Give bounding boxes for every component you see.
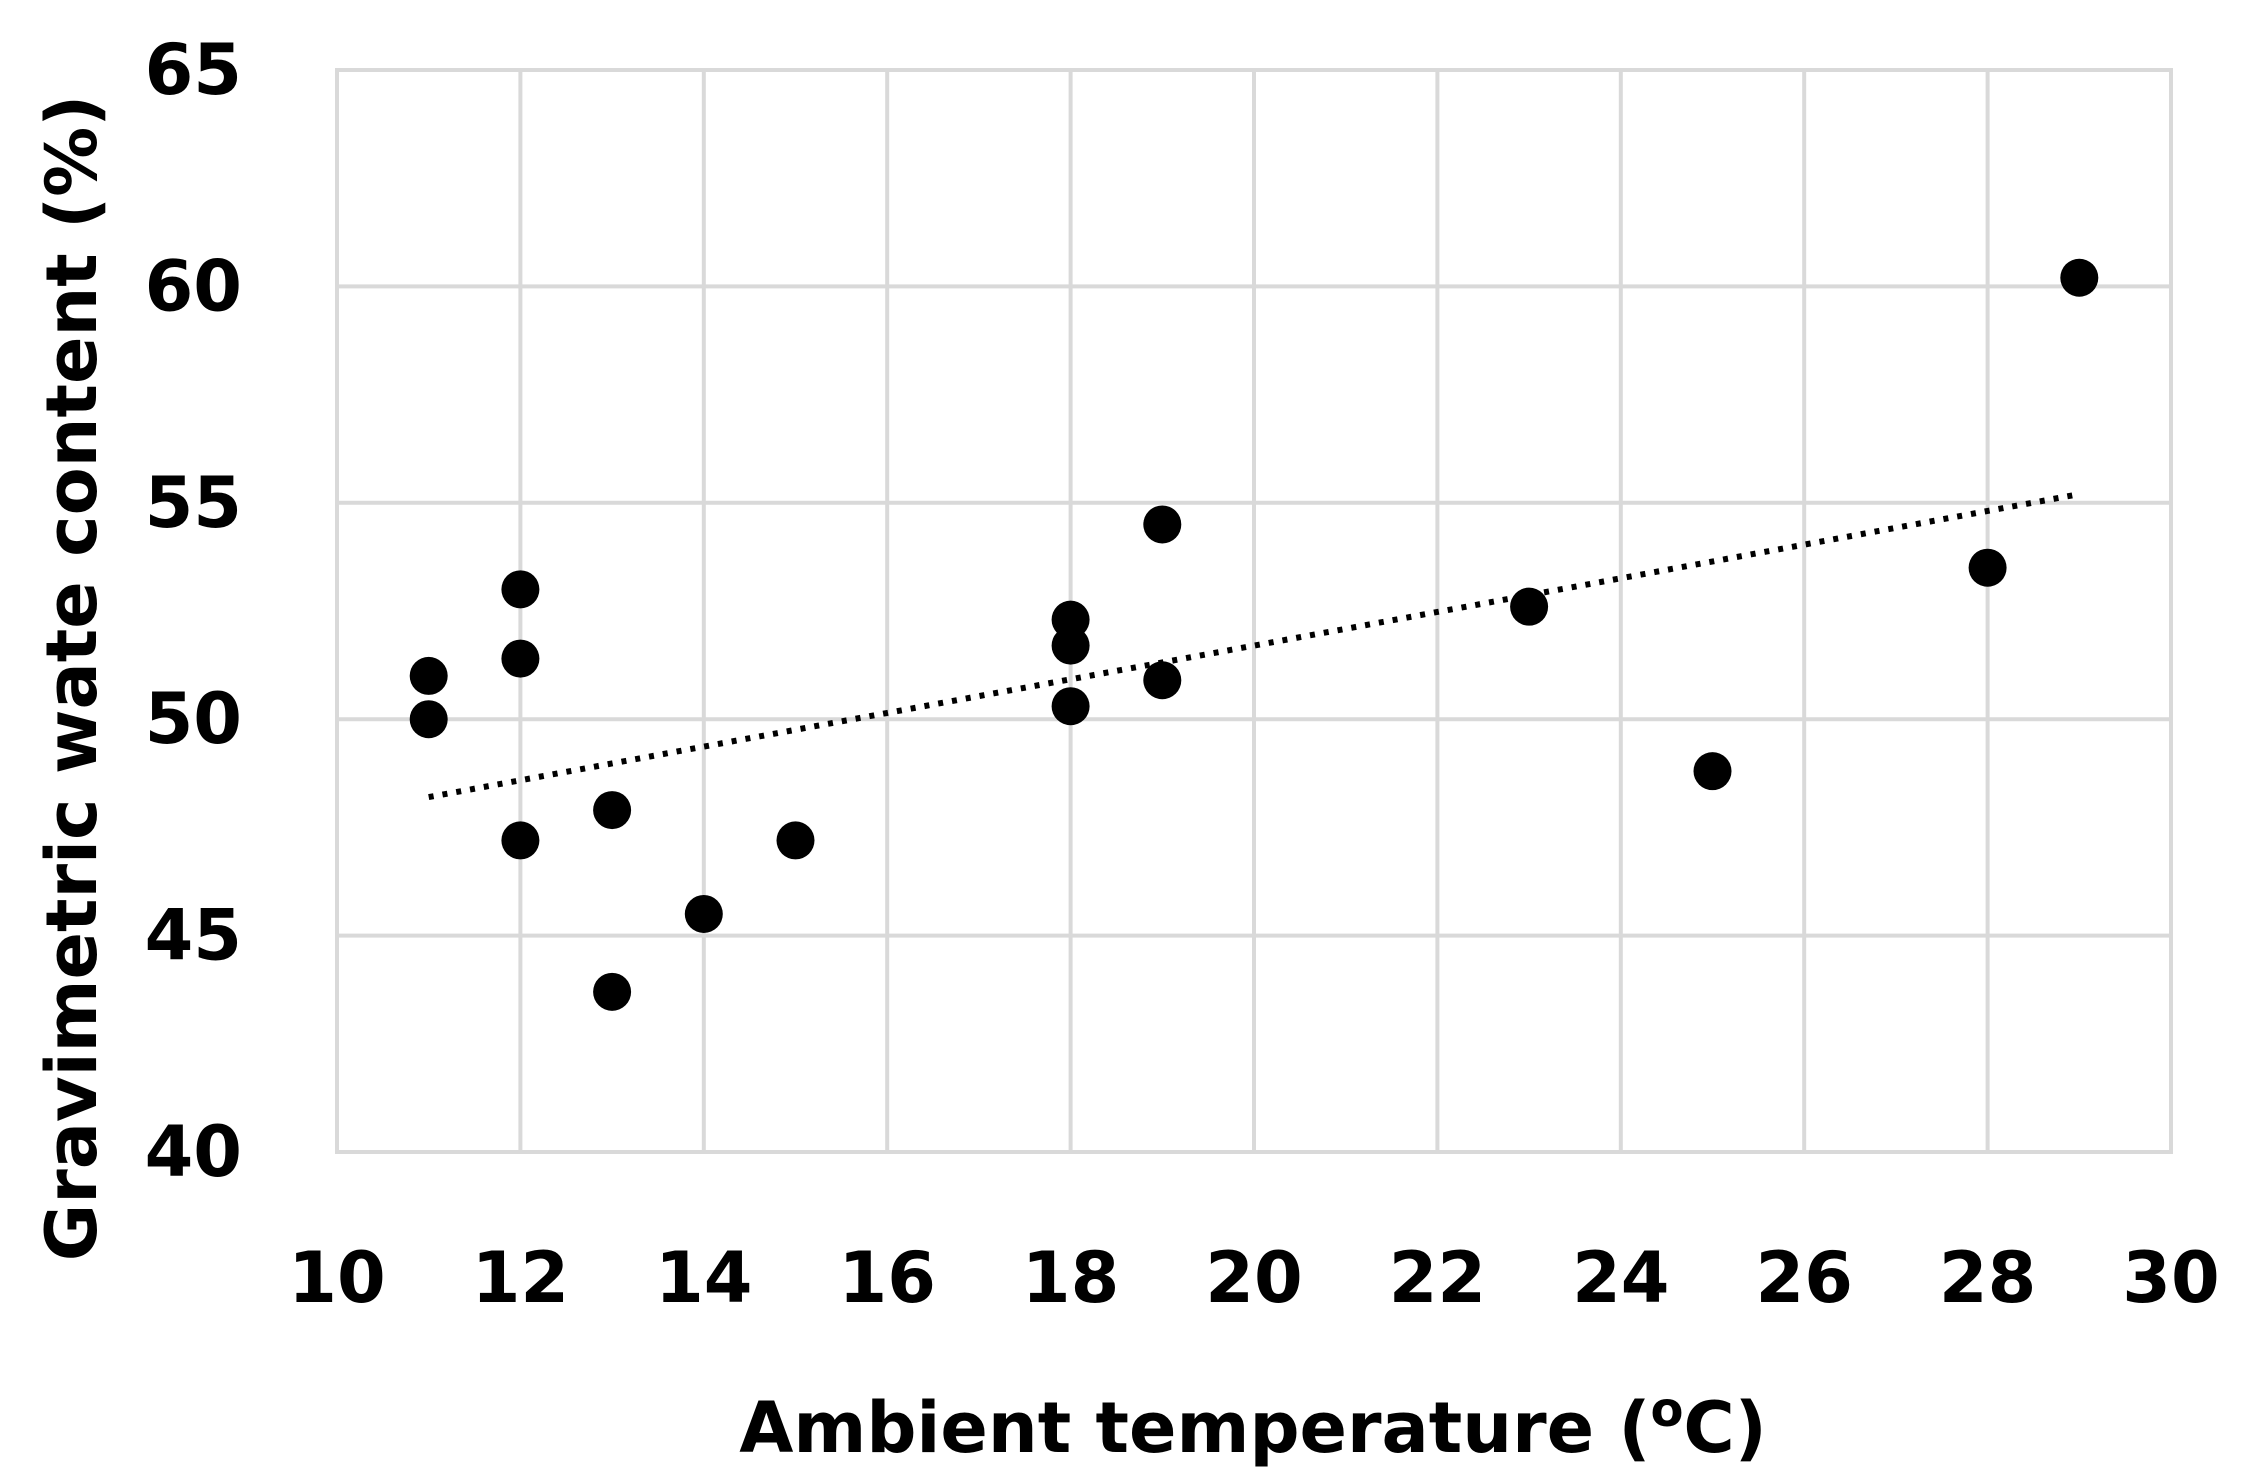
data-point-2 <box>409 700 448 739</box>
x-tick-label-22: 22 <box>1389 1237 1486 1319</box>
data-point-11 <box>1051 626 1090 665</box>
y-tick-label-60: 60 <box>145 245 242 327</box>
x-tick-label-30: 30 <box>2122 1237 2219 1319</box>
plot-frame <box>335 68 2173 1154</box>
data-point-5 <box>501 821 540 860</box>
x-axis-title-suffix: C) <box>1683 1387 1766 1469</box>
data-point-14 <box>1143 661 1182 700</box>
data-point-9 <box>776 821 815 860</box>
x-axis-title-superscript: o <box>1650 1382 1683 1438</box>
y-axis-title: Gravimetric wate content (%) <box>31 95 113 1261</box>
data-point-17 <box>1968 548 2007 587</box>
data-point-6 <box>593 791 632 830</box>
data-point-4 <box>501 639 540 678</box>
data-point-8 <box>684 894 723 933</box>
data-point-13 <box>1143 505 1182 544</box>
data-point-12 <box>1051 687 1090 726</box>
x-axis-tick-labels: 10 12 14 16 18 20 22 24 26 28 30 <box>288 1237 2219 1319</box>
x-axis-title: Ambient temperature (oC) <box>739 1382 1767 1469</box>
data-point-7 <box>593 972 632 1011</box>
plot-area-border <box>335 68 2173 1154</box>
y-tick-label-45: 45 <box>145 895 242 977</box>
data-point-10 <box>1051 600 1090 639</box>
y-tick-label-50: 50 <box>145 678 242 760</box>
x-tick-label-28: 28 <box>1939 1237 2036 1319</box>
x-tick-label-18: 18 <box>1022 1237 1119 1319</box>
y-tick-label-55: 55 <box>145 462 242 544</box>
x-tick-label-26: 26 <box>1755 1237 1852 1319</box>
x-tick-label-24: 24 <box>1572 1237 1669 1319</box>
x-tick-label-12: 12 <box>472 1237 569 1319</box>
data-point-16 <box>1693 752 1732 791</box>
data-points <box>409 258 2099 1011</box>
data-point-15 <box>1510 587 1549 626</box>
data-point-3 <box>501 570 540 609</box>
x-axis-title-prefix: Ambient temperature ( <box>739 1387 1650 1469</box>
x-tick-label-10: 10 <box>288 1237 385 1319</box>
x-tick-label-14: 14 <box>655 1237 752 1319</box>
y-axis-tick-labels: 40 45 50 55 60 65 <box>145 29 242 1193</box>
x-tick-label-20: 20 <box>1205 1237 1302 1319</box>
y-tick-label-40: 40 <box>145 1111 242 1193</box>
x-tick-label-16: 16 <box>838 1237 935 1319</box>
data-point-1 <box>409 656 448 695</box>
y-tick-label-65: 65 <box>145 29 242 111</box>
data-point-18 <box>2060 258 2099 297</box>
